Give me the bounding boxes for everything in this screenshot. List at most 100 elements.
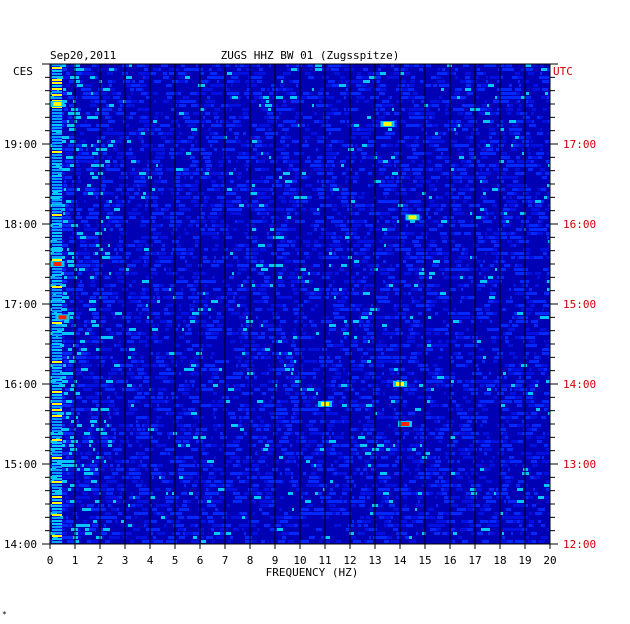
heatmap-cell <box>115 92 117 95</box>
heatmap-cell <box>361 136 364 139</box>
heatmap-cell <box>385 176 389 179</box>
heatmap-cell <box>204 108 206 111</box>
heatmap-cell <box>72 400 75 403</box>
heatmap-cell <box>293 208 296 211</box>
heatmap-cell <box>69 128 76 131</box>
heatmap-cell <box>437 68 440 71</box>
heatmap-cell <box>478 440 485 443</box>
heatmap-cell <box>477 368 479 371</box>
heatmap-cell <box>290 196 294 199</box>
heatmap-cell <box>132 80 135 83</box>
heatmap-cell <box>138 336 140 339</box>
heatmap-cell <box>259 104 261 107</box>
heatmap-cell <box>382 236 386 239</box>
heatmap-cell <box>434 188 437 191</box>
heatmap-cell <box>493 260 496 263</box>
heatmap-cell <box>105 388 112 391</box>
heatmap-cell <box>108 144 113 147</box>
heatmap-cell <box>260 420 264 423</box>
heatmap-cell <box>296 200 302 203</box>
heatmap-cell <box>455 76 458 79</box>
heatmap-cell <box>495 236 501 239</box>
heatmap-cell <box>217 260 224 263</box>
heatmap-cell <box>444 148 448 151</box>
heatmap-cell <box>77 420 79 423</box>
heatmap-cell <box>95 292 100 295</box>
heatmap-cell <box>62 380 68 383</box>
heatmap-cell <box>71 420 74 423</box>
heatmap-cell <box>443 132 446 135</box>
heatmap-cell <box>270 160 274 163</box>
heatmap-cell <box>467 124 474 127</box>
heatmap-cell <box>98 400 105 403</box>
heatmap-cell <box>171 192 177 195</box>
heatmap-cell <box>432 136 437 139</box>
heatmap-cell <box>63 440 66 443</box>
heatmap-cell <box>505 444 512 447</box>
heatmap-cell <box>415 112 420 115</box>
heatmap-cell <box>317 140 322 143</box>
heatmap-cell <box>521 236 527 239</box>
heatmap-cell <box>84 408 91 411</box>
heatmap-cell <box>147 116 150 119</box>
heatmap-cell <box>100 192 103 195</box>
heatmap-cell <box>177 240 179 243</box>
heatmap-cell <box>287 428 292 431</box>
heatmap-cell <box>74 256 78 259</box>
heatmap-cell <box>211 436 213 439</box>
heatmap-cell <box>94 384 100 387</box>
heatmap-cell <box>327 292 329 295</box>
heatmap-cell <box>90 420 97 423</box>
heatmap-cell <box>174 292 181 295</box>
heatmap-cell <box>469 416 471 419</box>
heatmap-cell <box>50 404 52 407</box>
heatmap-cell <box>192 160 196 163</box>
heatmap-cell <box>106 200 109 203</box>
heatmap-cell <box>415 96 421 99</box>
heatmap-cell <box>312 412 314 415</box>
heatmap-cell <box>440 428 444 431</box>
heatmap-cell <box>451 232 454 235</box>
heatmap-cell <box>186 208 191 211</box>
heatmap-cell <box>456 364 459 367</box>
heatmap-cell <box>368 424 375 427</box>
heatmap-cell <box>192 276 198 279</box>
heatmap-cell <box>267 236 273 239</box>
heatmap-cell <box>252 284 255 287</box>
heatmap-cell <box>180 256 185 259</box>
heatmap-cell <box>380 272 385 275</box>
heatmap-cell <box>429 188 434 191</box>
heatmap-cell <box>406 252 410 255</box>
heatmap-cell <box>269 424 271 427</box>
heatmap-cell <box>516 320 521 323</box>
heatmap-cell <box>358 208 365 211</box>
heatmap-cell <box>341 416 346 419</box>
heatmap-cell <box>219 208 222 211</box>
heatmap-cell <box>60 376 66 379</box>
heatmap-cell <box>203 156 210 159</box>
heatmap-cell <box>286 364 289 367</box>
heatmap-cell <box>472 372 475 375</box>
heatmap-cell <box>156 152 163 155</box>
heatmap-cell <box>94 276 97 279</box>
heatmap-cell <box>128 200 130 203</box>
heatmap-cell <box>368 72 373 75</box>
heatmap-cell <box>451 240 455 243</box>
heatmap-cell <box>314 120 317 123</box>
heatmap-cell <box>135 212 141 215</box>
heatmap-cell <box>520 272 527 275</box>
heatmap-cell <box>294 404 298 407</box>
heatmap-cell <box>443 216 447 219</box>
heatmap-cell <box>78 328 83 331</box>
heatmap-cell <box>503 156 506 159</box>
heatmap-cell <box>50 284 54 287</box>
heatmap-cell <box>477 84 481 87</box>
heatmap-cell <box>514 316 518 319</box>
heatmap-cell <box>158 392 163 395</box>
heatmap-cell <box>336 100 341 103</box>
heatmap-cell <box>417 280 419 283</box>
heatmap-cell <box>114 164 118 167</box>
heatmap-cell <box>119 228 123 231</box>
heatmap-cell <box>503 372 506 375</box>
heatmap-cell <box>61 424 65 427</box>
